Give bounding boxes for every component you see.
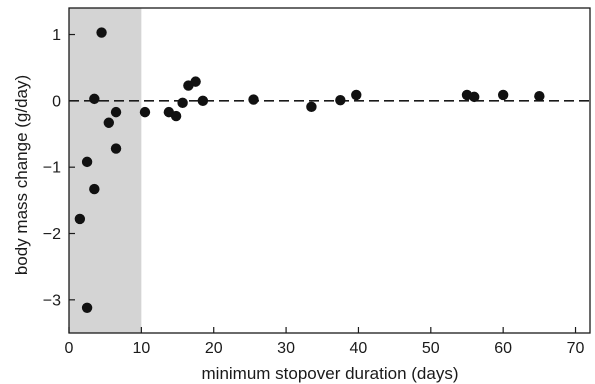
x-tick-label: 60 xyxy=(494,340,512,357)
data-point xyxy=(177,97,188,109)
data-point xyxy=(89,183,100,195)
data-point xyxy=(81,156,93,168)
y-tick-label: −3 xyxy=(43,292,61,309)
data-point xyxy=(110,106,122,118)
y-tick-label: 0 xyxy=(52,93,61,110)
shaded-region xyxy=(69,8,142,333)
data-point xyxy=(335,94,346,106)
x-tick-label: 50 xyxy=(422,340,440,357)
data-point xyxy=(248,94,259,105)
x-tick-label: 40 xyxy=(350,340,368,357)
y-tick-label: −2 xyxy=(43,226,61,243)
data-point xyxy=(497,89,509,101)
axes-layer xyxy=(68,7,591,334)
x-tick-label: 70 xyxy=(567,340,585,357)
data-point xyxy=(96,27,107,38)
data-point xyxy=(306,101,317,113)
data-point xyxy=(197,95,209,107)
data-point xyxy=(534,91,545,102)
x-tick-label: 20 xyxy=(205,340,223,357)
data-point xyxy=(74,213,86,225)
data-point xyxy=(351,89,362,101)
shaded-region-layer xyxy=(69,8,142,333)
data-point xyxy=(170,110,182,122)
data-point xyxy=(469,91,480,103)
y-tick-label: 1 xyxy=(52,27,61,44)
data-points-layer xyxy=(74,27,545,313)
x-tick-label: 30 xyxy=(277,340,295,357)
data-point xyxy=(81,302,93,313)
x-tick-label: 0 xyxy=(65,340,74,357)
y-axis-label: body mass change (g/day) xyxy=(12,75,31,275)
data-point xyxy=(139,106,151,118)
ticks-layer: 0 10 20 30 40 50 60 70 −3 −2 −1 0 1 xyxy=(43,27,585,357)
data-point xyxy=(190,76,201,87)
plot-frame xyxy=(68,7,591,334)
data-point xyxy=(103,117,114,128)
data-point xyxy=(110,143,122,154)
y-tick-label: −1 xyxy=(43,160,61,177)
data-point xyxy=(89,93,100,105)
x-tick-label: 10 xyxy=(132,340,150,357)
x-axis-label: minimum stopover duration (days) xyxy=(202,364,459,383)
